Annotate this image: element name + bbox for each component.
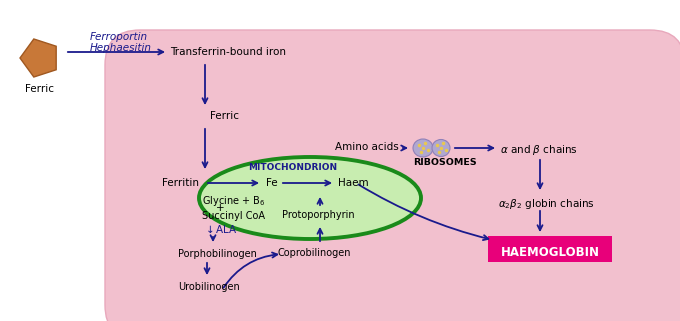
Text: $\alpha$ and $\beta$ chains: $\alpha$ and $\beta$ chains — [500, 143, 578, 157]
Ellipse shape — [413, 139, 433, 157]
Text: Porphobilinogen: Porphobilinogen — [178, 249, 257, 259]
Text: Ferric: Ferric — [210, 111, 239, 121]
Text: +: + — [216, 203, 224, 213]
Text: Transferrin-bound iron: Transferrin-bound iron — [170, 47, 286, 57]
Text: MITOCHONDRION: MITOCHONDRION — [248, 163, 337, 172]
Text: Amino acids: Amino acids — [335, 142, 398, 152]
Text: Glycine + B$_6$: Glycine + B$_6$ — [202, 194, 265, 208]
Text: $\alpha_2\beta_2$ globin chains: $\alpha_2\beta_2$ globin chains — [498, 197, 595, 211]
Text: Urobilinogen: Urobilinogen — [178, 282, 240, 292]
Ellipse shape — [432, 140, 450, 157]
Text: Hephaesitin: Hephaesitin — [90, 43, 152, 53]
Text: Succinyl CoA: Succinyl CoA — [202, 211, 265, 221]
Text: Fe: Fe — [266, 178, 277, 188]
Text: Ferritin: Ferritin — [162, 178, 199, 188]
Text: Ferric: Ferric — [25, 84, 54, 94]
Ellipse shape — [199, 157, 421, 239]
Text: HAEMOGLOBIN: HAEMOGLOBIN — [500, 246, 600, 258]
Text: $\downarrow$ALA: $\downarrow$ALA — [203, 224, 237, 235]
Text: Coprobilinogen: Coprobilinogen — [278, 248, 352, 258]
Text: Protoporphyrin: Protoporphyrin — [282, 210, 355, 220]
FancyBboxPatch shape — [488, 236, 612, 262]
Text: RIBOSOMES: RIBOSOMES — [413, 158, 477, 167]
FancyBboxPatch shape — [105, 30, 680, 321]
Text: Ferroportin: Ferroportin — [90, 32, 148, 42]
Text: Haem: Haem — [338, 178, 369, 188]
